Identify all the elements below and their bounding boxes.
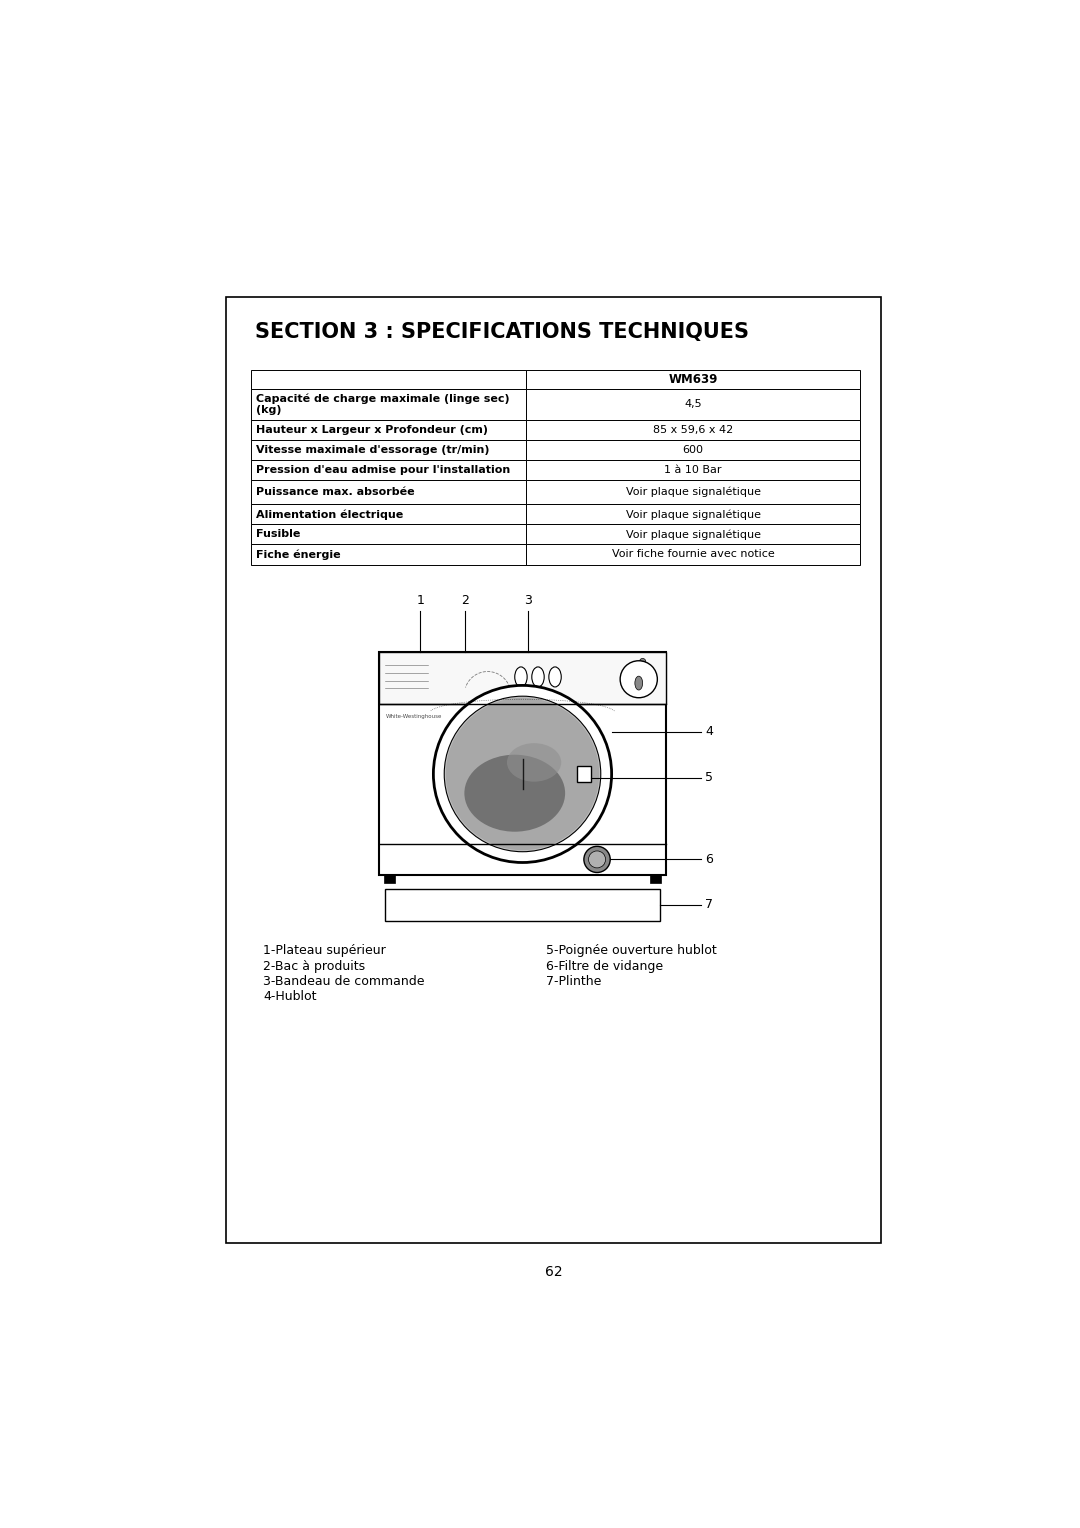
Text: Voir plaque signalétique: Voir plaque signalétique bbox=[625, 529, 760, 539]
Text: Capacité de charge maximale (linge sec)
(kg): Capacité de charge maximale (linge sec) … bbox=[256, 393, 510, 416]
Bar bbox=[386, 889, 660, 921]
Circle shape bbox=[446, 698, 599, 850]
Text: Hauteur x Largeur x Profondeur (cm): Hauteur x Largeur x Profondeur (cm) bbox=[256, 425, 488, 435]
Text: Fiche énergie: Fiche énergie bbox=[256, 549, 340, 559]
Text: 6: 6 bbox=[705, 853, 713, 866]
Text: Pression d'eau admise pour l'installation: Pression d'eau admise pour l'installatio… bbox=[256, 465, 510, 475]
Text: SECTION 3 : SPECIFICATIONS TECHNIQUES: SECTION 3 : SPECIFICATIONS TECHNIQUES bbox=[255, 322, 750, 342]
Text: Puissance max. absorbée: Puissance max. absorbée bbox=[256, 487, 415, 497]
Text: Fusible: Fusible bbox=[256, 530, 300, 539]
Text: Voir fiche fournie avec notice: Voir fiche fournie avec notice bbox=[611, 550, 774, 559]
Text: 85 x 59,6 x 42: 85 x 59,6 x 42 bbox=[653, 425, 733, 435]
Text: White-Westinghouse: White-Westinghouse bbox=[386, 714, 442, 718]
Text: 1: 1 bbox=[416, 594, 424, 607]
Circle shape bbox=[639, 659, 646, 665]
Text: 3-Bandeau de commande: 3-Bandeau de commande bbox=[262, 975, 424, 989]
Ellipse shape bbox=[635, 677, 643, 691]
Bar bbox=[252, 480, 526, 504]
Circle shape bbox=[584, 847, 610, 872]
Bar bbox=[526, 524, 860, 544]
Bar bbox=[252, 370, 526, 390]
Text: 4-Hublot: 4-Hublot bbox=[262, 990, 316, 1004]
Circle shape bbox=[433, 686, 611, 862]
Text: 4: 4 bbox=[705, 726, 713, 738]
Text: 5: 5 bbox=[705, 772, 714, 784]
Bar bbox=[526, 390, 860, 420]
Text: 2: 2 bbox=[461, 594, 469, 607]
Bar bbox=[252, 440, 526, 460]
Bar bbox=[252, 460, 526, 480]
Circle shape bbox=[620, 660, 658, 698]
Ellipse shape bbox=[507, 743, 562, 782]
Bar bbox=[252, 524, 526, 544]
Text: 4,5: 4,5 bbox=[685, 399, 702, 410]
Text: 7: 7 bbox=[705, 898, 714, 911]
Bar bbox=[526, 480, 860, 504]
Bar bbox=[526, 420, 860, 440]
Bar bbox=[227, 298, 881, 1242]
Circle shape bbox=[589, 851, 606, 868]
Text: 6-Filtre de vidange: 6-Filtre de vidange bbox=[545, 960, 663, 972]
Text: Voir plaque signalétique: Voir plaque signalétique bbox=[625, 509, 760, 520]
Text: 7-Plinthe: 7-Plinthe bbox=[545, 975, 602, 989]
Bar bbox=[526, 370, 860, 390]
Text: WM639: WM639 bbox=[669, 373, 718, 387]
Bar bbox=[526, 544, 860, 564]
Bar bbox=[379, 651, 666, 876]
Bar bbox=[526, 440, 860, 460]
Text: 1 à 10 Bar: 1 à 10 Bar bbox=[664, 465, 721, 475]
Bar bbox=[650, 876, 661, 883]
Text: Vitesse maximale d'essorage (tr/min): Vitesse maximale d'essorage (tr/min) bbox=[256, 445, 489, 455]
Bar bbox=[383, 876, 394, 883]
Ellipse shape bbox=[549, 666, 562, 688]
Text: 2-Bac à produits: 2-Bac à produits bbox=[262, 960, 365, 972]
Circle shape bbox=[444, 697, 600, 851]
Ellipse shape bbox=[464, 755, 565, 831]
Bar bbox=[526, 504, 860, 524]
Ellipse shape bbox=[515, 666, 527, 688]
Bar bbox=[577, 766, 591, 782]
Bar bbox=[526, 460, 860, 480]
Bar bbox=[252, 390, 526, 420]
Text: Alimentation électrique: Alimentation électrique bbox=[256, 509, 403, 520]
Text: 62: 62 bbox=[544, 1265, 563, 1279]
Bar bbox=[252, 544, 526, 564]
Ellipse shape bbox=[531, 666, 544, 688]
Bar bbox=[252, 504, 526, 524]
Bar bbox=[252, 420, 526, 440]
Text: 5-Poignée ouverture hublot: 5-Poignée ouverture hublot bbox=[545, 944, 716, 957]
Text: 600: 600 bbox=[683, 445, 703, 455]
Text: Voir plaque signalétique: Voir plaque signalétique bbox=[625, 487, 760, 498]
Bar bbox=[379, 651, 666, 704]
Text: 1-Plateau supérieur: 1-Plateau supérieur bbox=[262, 944, 386, 957]
Text: 3: 3 bbox=[524, 594, 531, 607]
